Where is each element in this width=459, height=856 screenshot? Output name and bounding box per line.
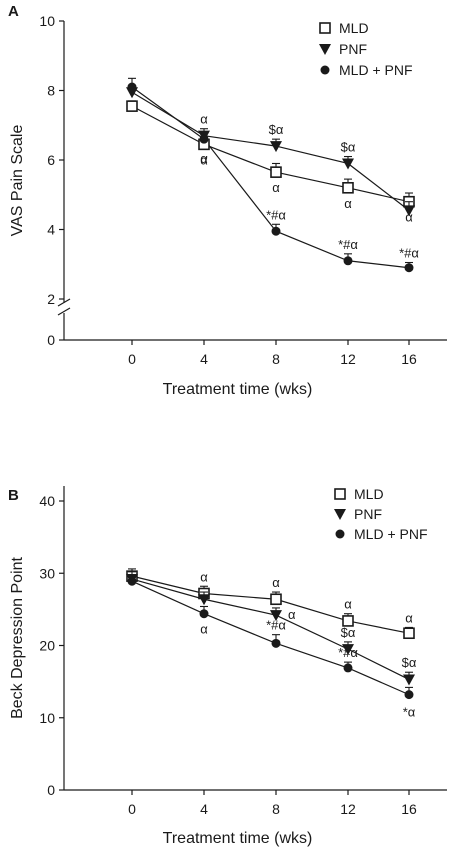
- panel-a-y-tick-label: 6: [47, 152, 55, 168]
- panel-a-x-tick-label: 0: [128, 351, 136, 367]
- panel-b-x-tick-label: 0: [128, 801, 136, 817]
- panel-b-y-tick-label: 20: [39, 638, 55, 654]
- panel-a-series-mld-pnf-point: [404, 263, 414, 273]
- panel-b-legend-mld-marker: [334, 488, 346, 500]
- panel-a-y-tick-label: 2: [47, 291, 55, 307]
- panel-b-series-mld-pnf-annotation: α: [200, 622, 208, 637]
- panel-b-legend-pnf-label: PNF: [354, 506, 382, 522]
- panel-a-x-axis-title: Treatment time (wks): [163, 381, 313, 398]
- panel-b-series-mld-annotation: α: [200, 569, 208, 584]
- panel-a-y-axis-title: VAS Pain Scale: [9, 125, 26, 237]
- panel-a-series-pnf-annotation: $α: [341, 140, 356, 155]
- panel-a-y-tick-label: 4: [47, 222, 55, 238]
- panel-b-legend-mld-pnf-marker: [335, 529, 345, 539]
- panel-a-series-pnf-annotation: α: [200, 112, 208, 127]
- panel-a-axis-break-mark: [57, 307, 71, 316]
- panel-b-series-pnf-annotation: $α: [341, 625, 356, 640]
- panel-b-x-tick-label: 12: [340, 801, 356, 817]
- panel-b-y-tick-label: 40: [39, 493, 55, 509]
- panel-b-series-mld-pnf-point: [404, 690, 414, 700]
- panel-a-series-mld-annotation: α: [200, 152, 208, 167]
- panel-a-x-tick-label: 8: [272, 351, 280, 367]
- panel-a-y-tick-label: 10: [39, 13, 55, 29]
- panel-b-series-mld-pnf-annotation: *#α: [338, 645, 358, 660]
- panel-b-x-tick-label: 8: [272, 801, 280, 817]
- panel-a-series-mld-pnf-point: [199, 134, 209, 144]
- panel-a-series-mld-pnf-annotation: α: [200, 151, 208, 166]
- panel-b-series-mld-pnf-point: [127, 576, 137, 586]
- panel-a-series-mld-annotation: α: [344, 196, 352, 211]
- panel-a-series-mld-pnf-point: [127, 82, 137, 92]
- panel-b-legend-mld-label: MLD: [354, 486, 384, 502]
- panel-b-series-pnf-point: [198, 594, 210, 606]
- panel-a-legend-mld-label: MLD: [339, 20, 369, 36]
- panel-a-legend-mld-pnf-label: MLD + PNF: [339, 62, 413, 78]
- panel-a-legend-pnf-marker: [319, 44, 331, 55]
- panel-b-series-mld-pnf-annotation: *α: [403, 705, 416, 720]
- panel-a-letter: A: [8, 3, 19, 20]
- panel-b-series-pnf-annotation: $α: [402, 655, 417, 670]
- panel-a-x-tick-label: 12: [340, 351, 356, 367]
- panel-b-x-axis-title: Treatment time (wks): [163, 830, 313, 847]
- panel-a-legend-mld-pnf-marker: [320, 65, 330, 75]
- panel-a-chart: A 0 2 4 6 8 10 0 4 8 12 16 Treatment time (wks) VAS P…: [8, 3, 447, 398]
- panel-b-series-mld-pnf-annotation: *#α: [266, 618, 286, 633]
- panel-a-series-mld-pnf-point: [343, 256, 353, 266]
- panel-b-legend-mld-pnf-label: MLD + PNF: [354, 526, 428, 542]
- panel-b-series-mld-point: [270, 593, 282, 606]
- panel-b-chart: B 0 10 20 30 40 0 4 8 12 16 Treatment time (wks) Bec…: [8, 486, 447, 847]
- panel-b-series-mld-point: [342, 615, 354, 627]
- panel-b-x-tick-label: 16: [401, 801, 417, 817]
- panel-a-legend-pnf-label: PNF: [339, 41, 367, 57]
- panel-b-series-mld-point: [403, 627, 415, 640]
- panel-a-legend-mld-marker: [319, 22, 331, 34]
- panel-b-series-pnf-point: [270, 610, 282, 622]
- panel-a-series-mld-line: [131, 105, 410, 203]
- panel-b-letter: B: [8, 487, 19, 504]
- panel-a-series-mld-point: [342, 182, 354, 194]
- panel-a-series-mld-annotation: α: [272, 180, 280, 195]
- panel-b-y-tick-label: 10: [39, 710, 55, 726]
- panel-a-series-mld-pnf-annotation: *#α: [266, 207, 286, 222]
- panel-a-y-tick-label: 8: [47, 83, 55, 99]
- panel-b-series-mld-annotation: α: [272, 575, 280, 590]
- panel-a-axis-break-mark: [57, 298, 71, 307]
- panel-b-x-tick-label: 4: [200, 801, 208, 817]
- panel-a-series-mld-annotation: α: [405, 210, 413, 225]
- panel-b-series-mld-pnf-point: [343, 663, 353, 673]
- panel-a-x-tick-label: 4: [200, 351, 208, 367]
- panel-a-series-pnf-point: [342, 158, 354, 170]
- panel-a-series-mld-pnf-annotation: *#α: [399, 246, 419, 261]
- panel-a-series-pnf-point: [403, 205, 415, 217]
- panel-b-y-axis-title: Beck Depression Point: [9, 557, 26, 719]
- panel-a-y-tick-label: 0: [47, 332, 55, 348]
- panel-b-y-tick-label: 0: [47, 782, 55, 798]
- panel-b-y-tick-label: 30: [39, 565, 55, 581]
- panel-a-series-pnf-point: [270, 141, 282, 153]
- panel-a-series-mld-pnf-annotation: *#α: [338, 237, 358, 252]
- panel-b-series-mld-pnf-point: [271, 638, 281, 648]
- panel-a-x-tick-label: 16: [401, 351, 417, 367]
- panel-b-series-pnf-point: [342, 644, 354, 656]
- panel-a-series-mld-point: [126, 100, 138, 112]
- panel-a-series-mld-pnf-point: [271, 226, 281, 236]
- panel-b-series-pnf-point: [403, 674, 415, 686]
- panel-b-series-mld-annotation: α: [405, 610, 413, 625]
- panel-a-series-mld-point: [270, 166, 282, 178]
- panel-b-legend-pnf-marker: [334, 509, 346, 520]
- panel-b-series-mld-pnf-point: [199, 609, 209, 619]
- panel-b-series-mld-annotation: α: [344, 597, 352, 612]
- panel-b-series-pnf-annotation: α: [288, 607, 296, 622]
- panel-a-series-pnf-annotation: $α: [269, 122, 284, 137]
